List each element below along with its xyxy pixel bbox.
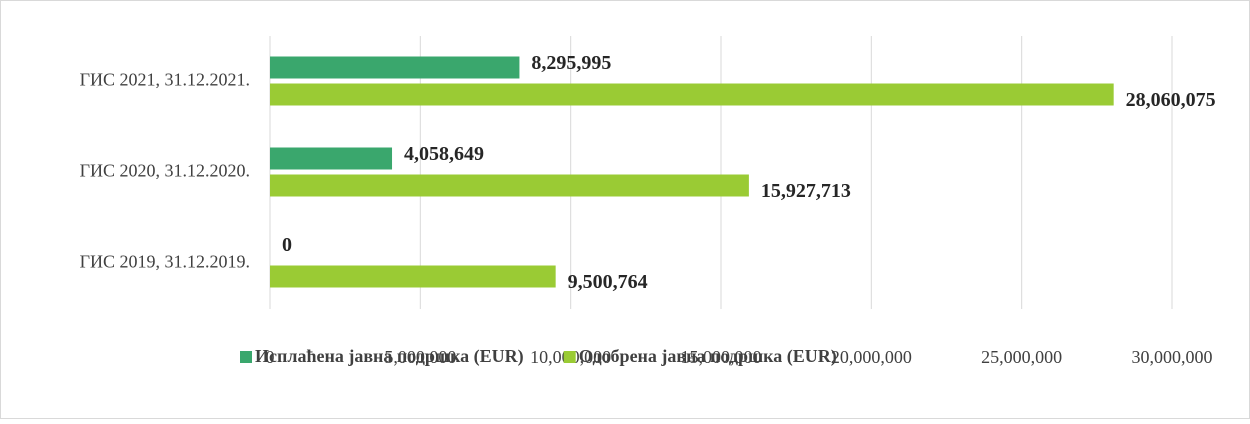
legend-label: Одобрена јавна подршка (EUR) (579, 346, 837, 367)
value-label: 28,060,075 (1126, 89, 1216, 111)
y-tick-label: ГИС 2020, 31.12.2020. (80, 161, 250, 181)
y-tick-label: ГИС 2021, 31.12.2021. (80, 70, 250, 90)
x-tick-label: 25,000,000 (981, 347, 1062, 367)
value-label: 0 (282, 234, 292, 256)
x-tick-label: 30,000,000 (1132, 347, 1213, 367)
legend-swatch (563, 351, 576, 363)
x-tick-label: 20,000,000 (831, 347, 912, 367)
x-tick-label: 5,000,000 (384, 347, 456, 367)
bar (270, 174, 749, 197)
legend-label: Исплаћена јавна подршка (EUR) (255, 346, 524, 367)
value-label: 8,295,995 (531, 52, 611, 74)
x-tick-label: 15,000,000 (681, 347, 762, 367)
bar (270, 265, 556, 288)
bar (270, 147, 393, 170)
y-tick-label: ГИС 2019, 31.12.2019. (80, 252, 250, 272)
x-tick-label: 0 (266, 347, 275, 367)
value-label: 4,058,649 (404, 143, 484, 165)
bar (270, 56, 520, 79)
value-label: 15,927,713 (761, 180, 851, 202)
bar (270, 83, 1114, 106)
legend-swatch (240, 351, 252, 363)
value-label: 9,500,764 (568, 271, 648, 293)
